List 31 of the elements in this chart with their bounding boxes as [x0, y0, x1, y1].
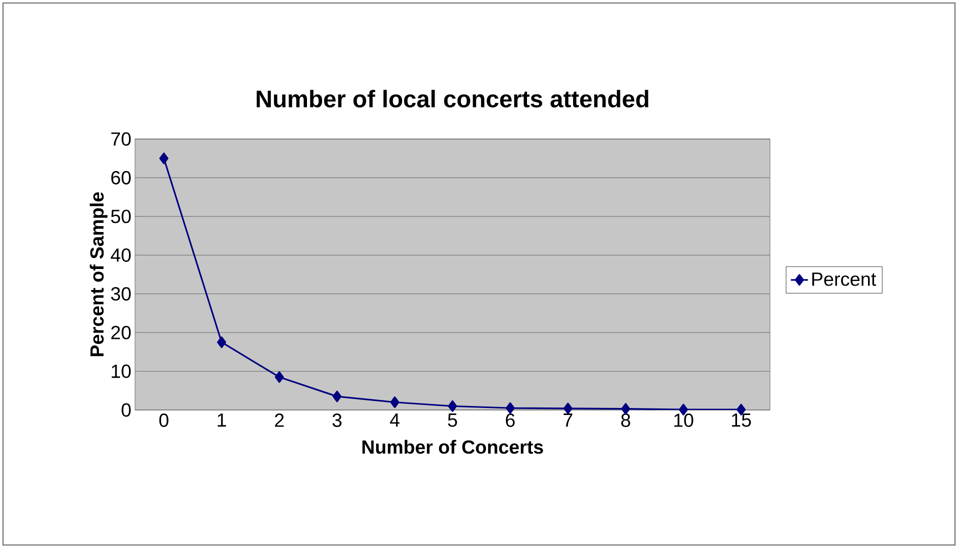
x-tick-label: 3	[332, 414, 342, 427]
point	[390, 396, 400, 408]
point	[332, 390, 342, 402]
y-tick-label: 50	[111, 210, 131, 224]
y-tick-label: 60	[111, 170, 131, 184]
x-tick-label: 6	[506, 414, 515, 427]
y-tick-label: 10	[112, 364, 131, 378]
legend-label: Percent	[812, 272, 876, 286]
x-tick-label: 7	[564, 414, 572, 427]
x-tick-label: 2	[275, 414, 284, 427]
point	[217, 336, 226, 348]
x-tick-label: 8	[621, 414, 630, 427]
y-tick-label: 40	[110, 248, 131, 262]
y-tick-label: 30	[111, 287, 131, 301]
chart-title: Number of local concerts attended	[256, 90, 648, 108]
x-tick-label: 10	[674, 414, 694, 427]
y-tick-label: 70	[111, 132, 131, 146]
point	[506, 402, 515, 414]
x-tick-label: 1	[218, 414, 226, 427]
y-tick-label: 0	[122, 403, 131, 417]
y-axis-title: Percent of Sample	[90, 192, 108, 356]
point	[159, 152, 168, 164]
x-tick-label: 5	[448, 414, 457, 427]
point	[274, 371, 284, 383]
point	[563, 402, 573, 414]
x-axis-title: Number of Concerts	[362, 440, 544, 454]
y-tick-label: 20	[111, 326, 131, 340]
x-tick-label: 15	[732, 414, 751, 427]
x-tick-label: 4	[390, 414, 400, 427]
x-tick-label: 0	[159, 414, 168, 427]
point	[448, 400, 458, 412]
